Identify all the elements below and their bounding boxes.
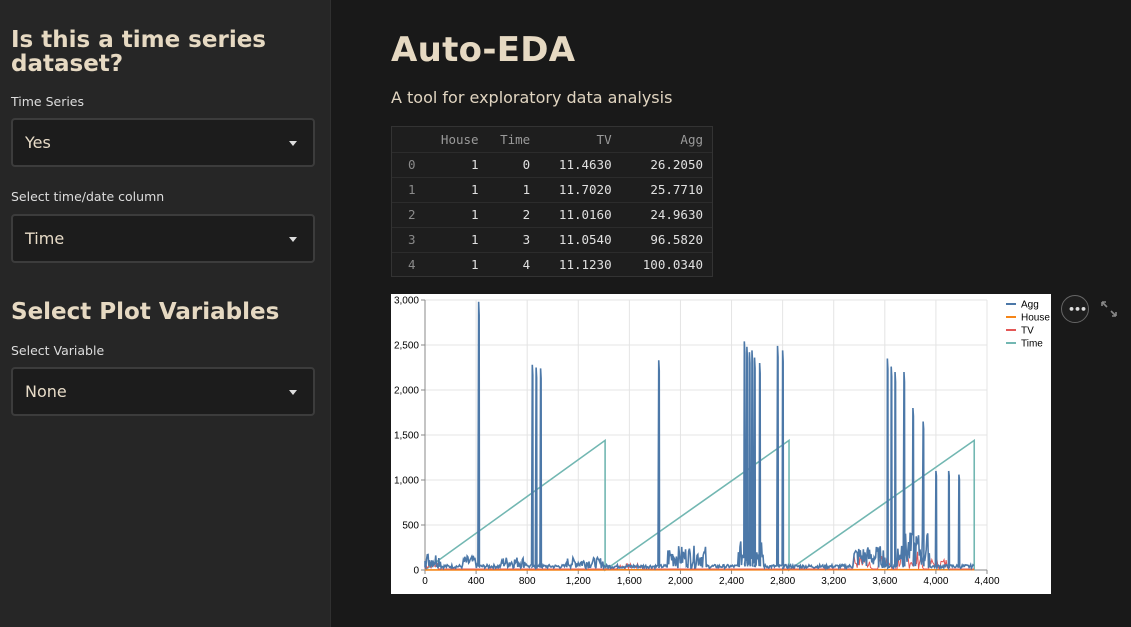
x-tick-label: 800 bbox=[519, 576, 536, 587]
series-line-tv bbox=[424, 550, 974, 570]
y-tick-label: 500 bbox=[402, 521, 419, 532]
table-row: 2 1 2 11.0160 24.9630 bbox=[392, 201, 712, 227]
table-cell: 11.0160 bbox=[539, 201, 621, 227]
y-tick-label: 3,000 bbox=[394, 296, 419, 307]
legend-label-tv: TV bbox=[1021, 326, 1034, 337]
row-index: 4 bbox=[392, 251, 426, 277]
x-tick-label: 2,800 bbox=[770, 576, 795, 587]
table-row: 4 1 4 11.1230 100.0340 bbox=[392, 251, 712, 277]
time-series-label: Time Series bbox=[11, 94, 85, 109]
row-index: 1 bbox=[392, 176, 426, 202]
time-series-select-value: Yes bbox=[25, 133, 51, 152]
table-cell: 26.2050 bbox=[620, 151, 712, 177]
y-tick-label: 2,500 bbox=[394, 341, 419, 352]
chevron-down-icon bbox=[289, 390, 297, 395]
legend-label-time: Time bbox=[1021, 339, 1043, 350]
table-cell: 1 bbox=[426, 251, 488, 277]
sidebar: Is this a time series dataset? Time Seri… bbox=[0, 0, 331, 627]
column-header[interactable]: House bbox=[440, 131, 479, 147]
x-tick-label: 400 bbox=[468, 576, 485, 587]
page-title: Auto-EDA bbox=[391, 30, 576, 70]
x-tick-label: 4,400 bbox=[974, 576, 999, 587]
table-row: 3 1 3 11.0540 96.5820 bbox=[392, 226, 712, 252]
column-header[interactable]: Time bbox=[500, 131, 531, 147]
table-header-row: House Time TV Agg bbox=[392, 127, 712, 152]
table-cell: 0 bbox=[487, 151, 540, 177]
date-column-select[interactable]: Time bbox=[11, 214, 315, 263]
table-cell: 2 bbox=[487, 201, 540, 227]
row-index: 3 bbox=[392, 226, 426, 252]
more-horizontal-icon: ••• bbox=[1068, 303, 1087, 316]
table-row: 0 1 0 11.4630 26.2050 bbox=[392, 151, 712, 177]
plot-variables-heading: Select Plot Variables bbox=[11, 299, 280, 325]
time-series-select[interactable]: Yes bbox=[11, 118, 315, 167]
legend-label-house: House bbox=[1021, 313, 1050, 324]
column-header[interactable]: Agg bbox=[680, 131, 703, 147]
row-index: 0 bbox=[392, 151, 426, 177]
table-cell: 11.0540 bbox=[539, 226, 621, 252]
x-tick-label: 3,600 bbox=[872, 576, 897, 587]
table-cell: 1 bbox=[426, 151, 488, 177]
y-tick-label: 0 bbox=[413, 566, 419, 577]
date-column-label: Select time/date column bbox=[11, 189, 165, 204]
y-tick-label: 1,000 bbox=[394, 476, 419, 487]
variable-select-value: None bbox=[25, 382, 67, 401]
table-cell: 3 bbox=[487, 226, 540, 252]
table-cell: 4 bbox=[487, 251, 540, 277]
series-line-agg bbox=[424, 301, 975, 572]
series-line-time bbox=[424, 438, 976, 572]
expand-icon bbox=[1101, 301, 1117, 317]
x-tick-label: 2,000 bbox=[668, 576, 693, 587]
table-row: 1 1 1 11.7020 25.7710 bbox=[392, 176, 712, 202]
table-cell: 24.9630 bbox=[620, 201, 712, 227]
fullscreen-button[interactable] bbox=[1099, 299, 1119, 319]
select-variable-label: Select Variable bbox=[11, 343, 105, 358]
table-cell: 11.4630 bbox=[539, 151, 621, 177]
table-cell: 1 bbox=[426, 226, 488, 252]
table-cell: 1 bbox=[426, 201, 488, 227]
legend-label-agg: Agg bbox=[1021, 300, 1039, 311]
x-tick-label: 1,200 bbox=[566, 576, 591, 587]
table-cell: 1 bbox=[426, 176, 488, 202]
chevron-down-icon bbox=[289, 237, 297, 242]
variable-select[interactable]: None bbox=[11, 367, 315, 416]
y-tick-label: 2,000 bbox=[394, 386, 419, 397]
more-options-button[interactable]: ••• bbox=[1061, 295, 1089, 323]
table-cell: 25.7710 bbox=[620, 176, 712, 202]
table-cell: 96.5820 bbox=[620, 226, 712, 252]
x-tick-label: 4,000 bbox=[923, 576, 948, 587]
x-tick-label: 1,600 bbox=[617, 576, 642, 587]
page-subtitle: A tool for exploratory data analysis bbox=[391, 88, 673, 107]
table-cell: 100.0340 bbox=[620, 251, 712, 277]
row-index: 2 bbox=[392, 201, 426, 227]
dataframe-table[interactable]: House Time TV Agg 0 1 0 11.4630 26.2050 … bbox=[391, 126, 713, 277]
line-chart[interactable]: 0 400 800 1,200 1,600 2,000 2,400 2,800 3,200 3,6… bbox=[391, 294, 1051, 594]
chart-svg: 0 400 800 1,200 1,600 2,000 2,400 2,800 3,200 3,6… bbox=[394, 296, 1050, 588]
table-cell: 1 bbox=[487, 176, 540, 202]
y-tick-label: 1,500 bbox=[394, 431, 419, 442]
index-header bbox=[392, 127, 426, 152]
x-tick-label: 2,400 bbox=[719, 576, 744, 587]
chevron-down-icon bbox=[289, 141, 297, 146]
table-cell: 11.1230 bbox=[539, 251, 621, 277]
table-cell: 11.7020 bbox=[539, 176, 621, 202]
x-tick-label: 3,200 bbox=[821, 576, 846, 587]
time-series-heading: Is this a time series dataset? bbox=[11, 27, 266, 77]
column-header[interactable]: TV bbox=[596, 131, 612, 147]
date-column-select-value: Time bbox=[25, 229, 65, 248]
x-tick-label: 0 bbox=[422, 576, 428, 587]
